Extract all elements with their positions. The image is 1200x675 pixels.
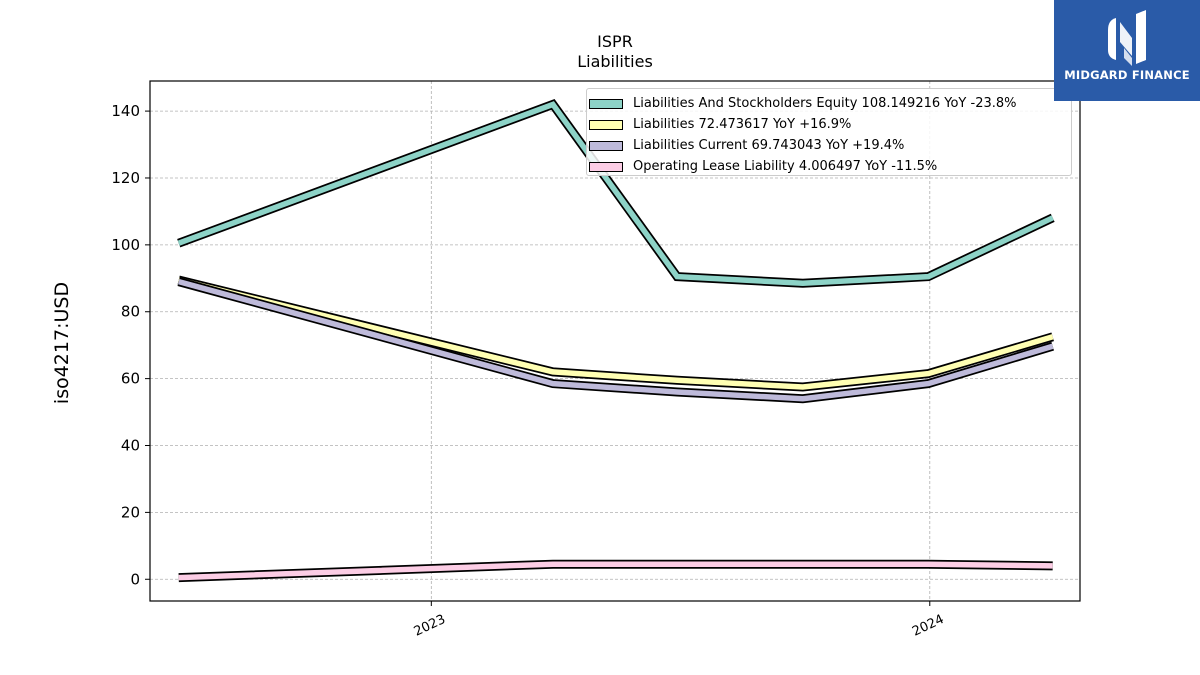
x-axis-ticks: 2023 2024: [412, 601, 946, 640]
x-tick-label: 2023: [412, 612, 448, 640]
legend-item: Liabilities And Stockholders Equity 108.…: [589, 93, 1071, 114]
series-line: [178, 561, 1053, 581]
plot-frame: [149, 80, 1081, 602]
y-tick-label: 40: [121, 437, 140, 455]
y-tick-label: 60: [121, 370, 140, 388]
y-tick-label: 80: [121, 303, 140, 321]
legend-label: Liabilities And Stockholders Equity 108.…: [633, 96, 1017, 111]
y-axis-label: iso4217:USD: [51, 281, 73, 405]
y-axis-ticks: 0 20 40 60 80 100 120 140: [111, 102, 150, 588]
chart-title: ISPR: [597, 32, 633, 51]
y-tick-label: 0: [130, 570, 140, 588]
legend-label: Operating Lease Liability 4.006497 YoY -…: [633, 159, 938, 174]
series-line-outline: [177, 277, 1054, 404]
series-line-outline: [177, 275, 1054, 392]
y-tick-label: 100: [111, 236, 140, 254]
series-line: [177, 278, 1054, 402]
y-tick-label: 120: [111, 169, 140, 187]
logo-text: MIDGARD FINANCE: [1064, 68, 1190, 82]
logo-mark-icon: [1108, 10, 1146, 66]
legend-label: Liabilities 72.473617 YoY +16.9%: [633, 117, 852, 132]
legend-swatch: [589, 98, 623, 109]
series-line: [177, 101, 1054, 287]
legend-item: Liabilities Current 69.743043 YoY +19.4%: [589, 135, 1071, 156]
chart-subtitle: Liabilities: [577, 52, 653, 71]
legend-label: Liabilities Current 69.743043 YoY +19.4%: [633, 138, 905, 153]
legend-swatch: [589, 119, 623, 130]
y-tick-label: 140: [111, 102, 140, 120]
brand-logo: MIDGARD FINANCE: [1054, 0, 1200, 101]
x-tick-label: 2024: [910, 612, 946, 640]
legend-swatch: [589, 140, 623, 151]
y-tick-label: 20: [121, 503, 140, 521]
legend: Liabilities And Stockholders Equity 108.…: [586, 88, 1072, 176]
series-line: [178, 277, 1054, 390]
legend-swatch: [589, 161, 623, 172]
legend-item: Liabilities 72.473617 YoY +16.9%: [589, 114, 1071, 135]
legend-item: Operating Lease Liability 4.006497 YoY -…: [589, 156, 1071, 177]
series-lines: [177, 98, 1055, 583]
